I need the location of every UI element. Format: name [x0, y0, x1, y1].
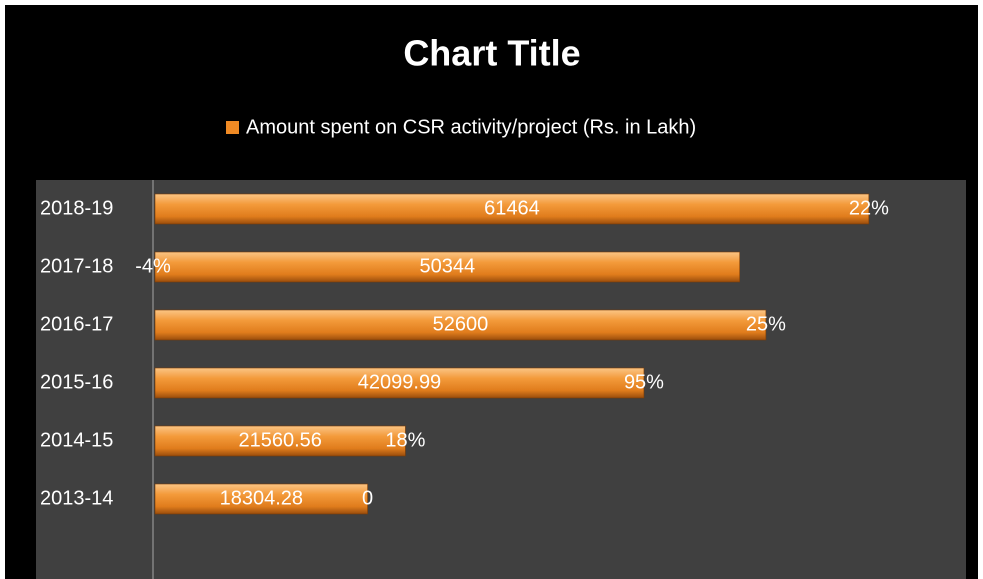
bar [154, 367, 645, 399]
y-tick-label: 2018-19 [40, 197, 113, 219]
bar [154, 309, 767, 341]
growth-label: 0 [362, 487, 373, 509]
legend-swatch [226, 121, 239, 134]
data-label: 50344 [420, 255, 476, 277]
bar [154, 193, 870, 225]
bar [154, 251, 741, 283]
growth-label: 18% [385, 429, 425, 451]
chart-title: Chart Title [403, 33, 580, 74]
growth-label: 95% [624, 371, 664, 393]
growth-label: -4% [135, 255, 171, 277]
bar [154, 425, 406, 457]
growth-label: 25% [746, 313, 786, 335]
y-tick-label: 2015-16 [40, 371, 113, 393]
data-label: 61464 [484, 197, 540, 219]
legend-label: Amount spent on CSR activity/project (Rs… [246, 116, 696, 138]
data-label: 21560.56 [238, 429, 321, 451]
data-label: 42099.99 [358, 371, 441, 393]
y-tick-label: 2017-18 [40, 255, 113, 277]
bar [154, 483, 368, 515]
y-tick-label: 2013-14 [40, 487, 113, 509]
data-label: 52600 [433, 313, 489, 335]
y-tick-label: 2014-15 [40, 429, 113, 451]
growth-label: 22% [849, 197, 889, 219]
data-label: 18304.28 [220, 487, 303, 509]
y-tick-label: 2016-17 [40, 313, 113, 335]
legend: Amount spent on CSR activity/project (Rs… [226, 116, 696, 138]
